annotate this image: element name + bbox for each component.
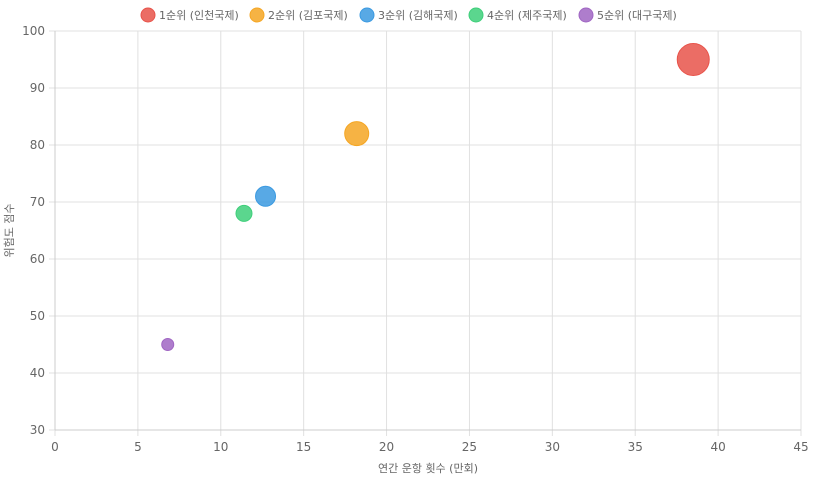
bubbles [161,43,710,351]
legend-item-4[interactable]: 4순위 (제주국제) [468,7,567,23]
legend-swatch [249,7,265,23]
x-tick-label: 0 [51,440,59,454]
y-tick-label: 30 [30,423,45,437]
x-tick-label: 15 [296,440,311,454]
legend-swatch [468,7,484,23]
y-tick-label: 70 [30,195,45,209]
y-tick-label: 100 [22,24,45,38]
legend-item-1[interactable]: 1순위 (인천국제) [140,7,239,23]
x-tick-label: 45 [793,440,808,454]
legend-label: 5순위 (대구국제) [597,9,677,22]
x-tick-label: 30 [545,440,560,454]
legend-swatch [578,7,594,23]
y-tick-label: 40 [30,366,45,380]
legend-label: 3순위 (김해국제) [378,8,458,22]
bubble-4[interactable] [235,204,253,222]
x-axis-title: 연간 운항 횟수 (만회) [378,462,478,475]
y-tick-label: 90 [30,81,45,95]
y-tick-label: 50 [30,309,45,323]
legend-label: 4순위 (제주국제) [487,9,567,22]
bubble-2[interactable] [344,121,370,147]
legend-label: 1순위 (인천국제) [159,8,239,22]
x-tick-label: 10 [213,440,228,454]
legend-item-2[interactable]: 2순위 (김포국제) [249,7,348,23]
legend-item-3[interactable]: 3순위 (김해국제) [359,7,458,23]
bubble-1[interactable] [676,43,710,76]
legend-swatch [359,7,375,23]
x-tick-label: 25 [462,440,477,454]
legend-label: 2순위 (김포국제) [268,9,348,22]
legend-swatch [140,7,156,23]
y-axis-title: 위험도 점수 [3,203,16,257]
x-tick-label: 5 [134,440,142,454]
y-tick-label: 80 [30,138,45,152]
x-tick-label: 40 [710,440,725,454]
axes: 0 5 10 15 20 25 30 35 40 45 30 40 50 60 70 80 90 100 [22,24,809,454]
x-tick-label: 20 [379,440,394,454]
bubble-5[interactable] [161,338,175,351]
grid [49,30,802,436]
y-tick-label: 60 [30,252,45,266]
x-tick-label: 35 [628,440,643,454]
bubble-3[interactable] [255,185,277,207]
legend: 1순위 (인천국제) 2순위 (김포국제) 3순위 (김해국제) 4순위 (제주국제)… [140,7,677,23]
legend-item-5[interactable]: 5순위 (대구국제) [578,7,677,23]
